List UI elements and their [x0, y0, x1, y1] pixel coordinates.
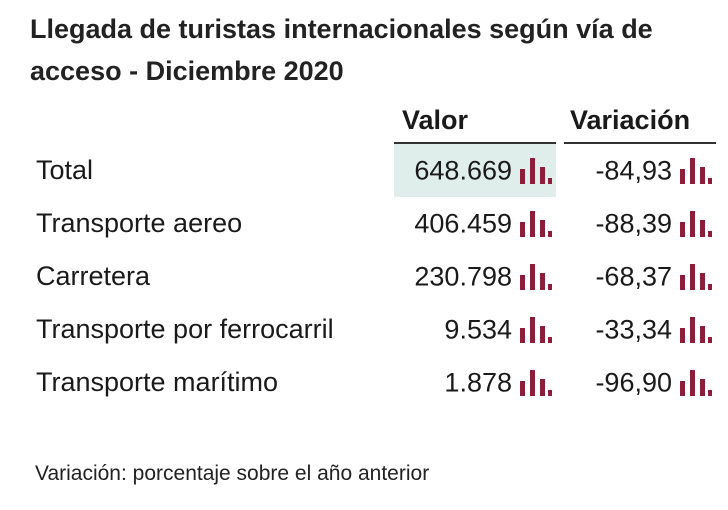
row-label: Transporte aereo — [36, 208, 243, 238]
table-row: Total 648.669 -84,93 — [30, 144, 716, 197]
valor-value: 230.798 — [414, 261, 512, 292]
valor-cell: 230.798 — [394, 250, 556, 303]
row-label: Carretera — [36, 261, 151, 291]
table-row: Carretera 230.798 -68,37 — [30, 250, 716, 303]
stats-table: Valor Variación Total 648.669 -84,93 Tra… — [30, 96, 716, 409]
valor-cell: 648.669 — [394, 144, 556, 197]
variacion-cell: -96,90 — [564, 356, 716, 409]
variacion-value: -33,34 — [595, 314, 672, 345]
bar-chart-icon[interactable] — [678, 315, 712, 344]
valor-value: 406.459 — [414, 208, 512, 239]
header-valor: Valor — [394, 96, 556, 144]
bar-chart-icon[interactable] — [518, 368, 552, 397]
footnote: Variación: porcentaje sobre el año anter… — [35, 462, 430, 485]
bar-chart-icon[interactable] — [518, 315, 552, 344]
bar-chart-icon[interactable] — [678, 156, 712, 185]
valor-value: 648.669 — [414, 155, 512, 186]
valor-value: 1.878 — [444, 367, 512, 398]
header-label-col — [30, 96, 394, 144]
gap-cell — [556, 250, 564, 303]
table-row: Transporte aereo 406.459 -88,39 — [30, 197, 716, 250]
variacion-cell: -84,93 — [564, 144, 716, 197]
row-label: Transporte marítimo — [36, 367, 279, 397]
valor-cell: 1.878 — [394, 356, 556, 409]
bar-chart-icon[interactable] — [678, 209, 712, 238]
gap-cell — [556, 356, 564, 409]
row-label: Total — [36, 155, 94, 185]
variacion-value: -88,39 — [595, 208, 672, 239]
table-title: Llegada de turistas internacionales segú… — [30, 14, 653, 86]
gap-cell — [556, 303, 564, 356]
table-row: Transporte marítimo 1.878 -96,90 — [30, 356, 716, 409]
valor-cell: 9.534 — [394, 303, 556, 356]
valor-value: 9.534 — [444, 314, 512, 345]
bar-chart-icon[interactable] — [518, 262, 552, 291]
gap-cell — [556, 144, 564, 197]
gap-cell — [556, 197, 564, 250]
bar-chart-icon[interactable] — [678, 262, 712, 291]
variacion-value: -96,90 — [595, 367, 672, 398]
variacion-cell: -88,39 — [564, 197, 716, 250]
bar-chart-icon[interactable] — [518, 156, 552, 185]
bar-chart-icon[interactable] — [518, 209, 552, 238]
variacion-cell: -68,37 — [564, 250, 716, 303]
variacion-value: -68,37 — [595, 261, 672, 292]
valor-cell: 406.459 — [394, 197, 556, 250]
variacion-cell: -33,34 — [564, 303, 716, 356]
header-gap — [556, 96, 564, 144]
header-variacion: Variación — [564, 96, 716, 144]
variacion-value: -84,93 — [595, 155, 672, 186]
row-label: Transporte por ferrocarril — [36, 314, 334, 344]
bar-chart-icon[interactable] — [678, 368, 712, 397]
table-row: Transporte por ferrocarril 9.534 -33,34 — [30, 303, 716, 356]
header-row: Valor Variación — [30, 96, 716, 144]
